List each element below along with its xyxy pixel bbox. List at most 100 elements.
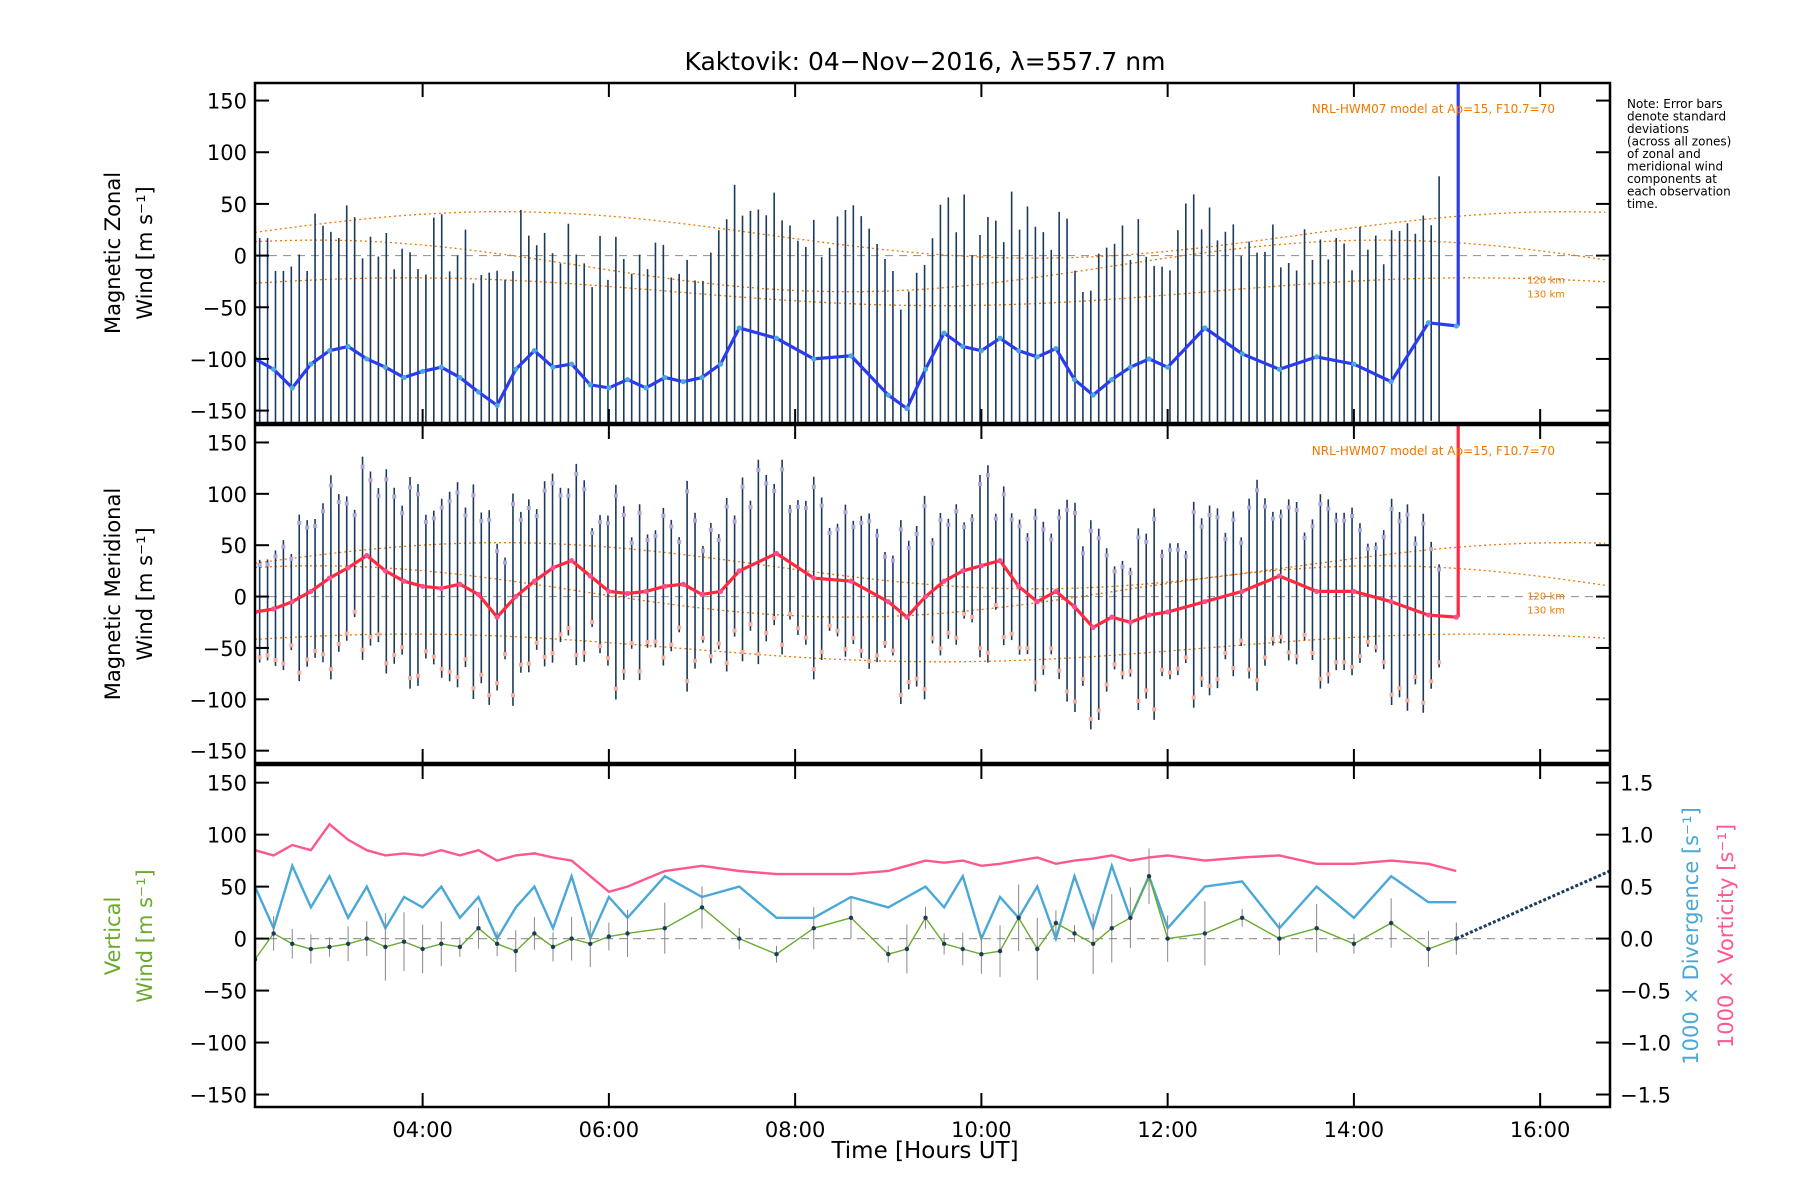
zone-dot — [313, 523, 318, 528]
note-line: time. — [1627, 197, 1658, 211]
zone-dot — [1041, 665, 1046, 670]
data-point — [1128, 915, 1133, 921]
y-tick-label: 100 — [207, 483, 247, 507]
zone-dot — [1421, 521, 1426, 526]
zone-dot — [1429, 547, 1434, 552]
data-point — [475, 591, 482, 598]
data-point — [271, 606, 277, 612]
zone-dot — [1128, 571, 1133, 576]
vorticity-line — [255, 822, 1457, 894]
zone-dot — [1239, 540, 1244, 545]
zone-dot — [756, 467, 761, 472]
zone-dot — [1096, 708, 1101, 713]
zone-dot — [1350, 664, 1355, 669]
data-point — [1277, 936, 1282, 941]
zone-dot — [1199, 676, 1204, 681]
zone-dot — [1357, 528, 1362, 533]
zone-dot — [859, 648, 864, 653]
right-axis-label: 1000 × Vorticity [s⁻¹] — [1714, 824, 1738, 1048]
zone-dot — [629, 641, 634, 646]
data-point — [923, 915, 928, 921]
data-point — [736, 568, 742, 574]
zone-dot — [613, 493, 618, 498]
zone-dot — [875, 653, 880, 658]
model-label: NRL-HWM07 model at Ap=15, F10.7=70 — [1312, 444, 1555, 458]
zone-dot — [1049, 537, 1054, 542]
note-line: meridional wind — [1627, 160, 1723, 174]
zone-dot — [1373, 644, 1378, 649]
zone-dot — [867, 519, 872, 524]
data-point — [1202, 325, 1208, 331]
zone-dot — [977, 646, 982, 651]
data-point — [718, 361, 724, 367]
data-point — [290, 941, 295, 946]
zone-dot — [1397, 519, 1402, 524]
y-tick-label: 0 — [234, 586, 247, 610]
data-point — [997, 948, 1003, 954]
data-point — [904, 614, 910, 620]
panels: NRL-HWM07 model at Ap=15, F10.7=70 120 km… — [101, 81, 1738, 1142]
zone-dot — [1072, 511, 1077, 516]
zone-dot — [384, 661, 389, 666]
zone-dot — [898, 527, 903, 532]
zone-dot — [598, 644, 603, 649]
data-point — [513, 593, 519, 600]
zone-dot — [392, 494, 397, 499]
zone-dot — [914, 676, 919, 681]
zone-dot — [503, 560, 508, 565]
zone-dot — [344, 631, 349, 636]
zone-dot — [740, 484, 745, 489]
y-tick-label: −150 — [189, 1084, 247, 1108]
data-point — [1090, 392, 1096, 398]
data-point — [811, 926, 816, 931]
zone-dot — [368, 478, 373, 483]
zone-dot — [795, 504, 800, 509]
y-axis-label: Magnetic Zonal — [101, 172, 125, 334]
zone-dot — [297, 520, 302, 525]
extension-line — [1455, 869, 1610, 940]
zone-dot — [1088, 716, 1093, 721]
zone-dot — [780, 467, 785, 472]
data-point — [662, 583, 668, 589]
data-point — [904, 946, 910, 952]
zone-dot — [376, 493, 381, 498]
zone-dot — [503, 652, 508, 657]
data-point — [475, 389, 482, 395]
zone-dot — [423, 649, 428, 654]
zone-dot — [1120, 671, 1125, 676]
data-point — [1053, 920, 1059, 926]
zone-dot — [1128, 669, 1133, 674]
zone-dot — [582, 650, 587, 655]
zone-dot — [621, 669, 626, 674]
zone-dot — [1350, 513, 1355, 518]
zone-dot — [629, 540, 634, 545]
data-point — [1053, 345, 1059, 352]
model-curve — [255, 277, 1606, 307]
zone-dot — [1033, 515, 1038, 520]
zone-dot — [550, 651, 555, 656]
zone-dot — [1270, 636, 1275, 641]
data-point — [662, 374, 668, 381]
model-curve — [255, 633, 1606, 663]
data-point — [1239, 915, 1245, 921]
zone-dot — [1199, 524, 1204, 529]
right-tick-label: 1.0 — [1620, 824, 1653, 848]
data-point — [1351, 941, 1357, 946]
data-point — [1034, 354, 1040, 360]
y-tick-label: 150 — [207, 431, 247, 455]
zone-dot — [716, 641, 721, 646]
data-point — [587, 573, 593, 579]
zone-dot — [320, 652, 325, 657]
zone-dot — [1160, 553, 1165, 558]
note-line: deviations — [1627, 122, 1689, 136]
zone-dot — [930, 636, 935, 641]
data-point — [922, 366, 929, 372]
data-point — [960, 343, 966, 350]
altitude-label: 130 km — [1527, 606, 1565, 617]
zone-dot — [859, 520, 864, 525]
data-point — [588, 941, 593, 946]
zone-dot — [1239, 638, 1244, 643]
zone-dot — [1381, 535, 1386, 540]
